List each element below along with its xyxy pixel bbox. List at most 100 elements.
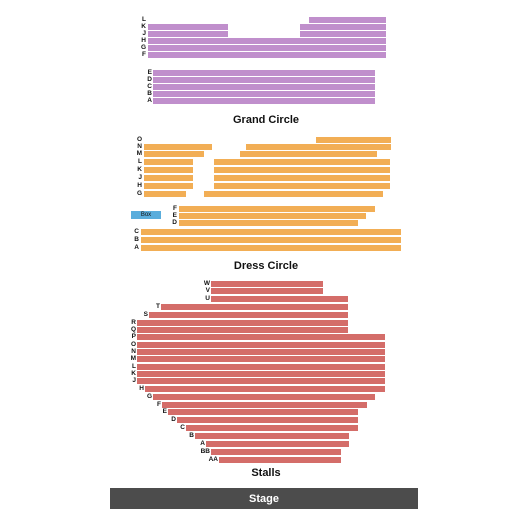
dress-circle-row-a[interactable]	[141, 245, 401, 251]
stalls-row-label-c: C	[180, 424, 185, 431]
dress-circle-row-o[interactable]	[316, 137, 391, 143]
dress-circle-row-n-seg-1[interactable]	[144, 144, 212, 150]
stalls-row-o[interactable]	[137, 342, 385, 348]
stalls-row-label-n: N	[131, 348, 136, 355]
dress-circle-row-k-seg-2[interactable]	[214, 167, 390, 173]
stalls-row-l[interactable]	[137, 364, 385, 370]
grand-circle-row-b[interactable]	[153, 91, 375, 97]
dress-circle-row-label-b: B	[134, 236, 139, 243]
grand-circle-row-label-d: D	[147, 76, 152, 83]
grand-circle-row-j-seg-1[interactable]	[148, 31, 228, 37]
dress-circle-row-label-k: K	[137, 166, 142, 173]
stalls-row-s[interactable]	[149, 312, 348, 318]
dress-circle-row-label-c: C	[134, 228, 139, 235]
stalls-row-label-bb: BB	[200, 448, 210, 455]
box-seat[interactable]: Box	[131, 211, 161, 219]
stalls-row-v[interactable]	[211, 288, 323, 294]
grand-circle-row-f[interactable]	[148, 52, 386, 58]
stalls-row-label-aa: AA	[208, 456, 218, 463]
dress-circle-row-label-n: N	[137, 143, 142, 150]
grand-circle-row-label-a: A	[147, 97, 152, 104]
dress-circle-row-e[interactable]	[179, 213, 366, 219]
grand-circle-row-a[interactable]	[153, 98, 375, 104]
stalls-row-j[interactable]	[137, 378, 385, 384]
dress-circle-row-label-e: E	[172, 212, 177, 219]
stalls-row-m[interactable]	[137, 356, 385, 362]
stalls-row-t[interactable]	[161, 304, 348, 310]
dress-circle-row-n-seg-2[interactable]	[246, 144, 391, 150]
grand-circle-row-e[interactable]	[153, 70, 375, 76]
stalls-row-aa[interactable]	[219, 457, 341, 463]
grand-circle-row-label-c: C	[147, 83, 152, 90]
stalls-row-label-l: L	[132, 363, 136, 370]
stalls-row-label-b: B	[189, 432, 194, 439]
stalls-row-label-t: T	[156, 303, 160, 310]
stage: Stage	[110, 488, 418, 509]
stalls-row-k[interactable]	[137, 371, 385, 377]
dress-circle-row-m-seg-1[interactable]	[144, 151, 204, 157]
stalls-row-h[interactable]	[145, 386, 385, 392]
stalls-row-label-d: D	[171, 416, 176, 423]
dress-circle-row-f[interactable]	[179, 206, 375, 212]
stalls-row-label-k: K	[131, 370, 136, 377]
stalls-row-a[interactable]	[206, 441, 349, 447]
stalls-row-label-a: A	[200, 440, 205, 447]
dress-circle-row-c[interactable]	[141, 229, 401, 235]
grand-circle-row-k-seg-2[interactable]	[300, 24, 386, 30]
stalls-row-label-r: R	[131, 319, 136, 326]
grand-circle-row-label-k: K	[141, 23, 146, 30]
dress-circle-row-b[interactable]	[141, 237, 401, 243]
grand-circle-row-d[interactable]	[153, 77, 375, 83]
stalls-row-f[interactable]	[162, 402, 367, 408]
grand-circle-row-k-seg-1[interactable]	[148, 24, 228, 30]
grand-circle-row-h[interactable]	[148, 38, 386, 44]
dress-circle-row-g-seg-2[interactable]	[204, 191, 383, 197]
grand-circle-row-label-h: H	[141, 37, 146, 44]
dress-circle-row-h-seg-2[interactable]	[214, 183, 390, 189]
grand-circle-row-label-f: F	[142, 51, 146, 58]
dress-circle-row-k-seg-1[interactable]	[144, 167, 193, 173]
dress-circle-row-label-l: L	[138, 158, 142, 165]
stalls-row-w[interactable]	[211, 281, 323, 287]
dress-circle-row-l-seg-2[interactable]	[214, 159, 390, 165]
grand-circle-row-j-seg-2[interactable]	[300, 31, 386, 37]
dress-circle-row-label-o: O	[136, 136, 142, 143]
dress-circle-row-m-seg-2[interactable]	[240, 151, 377, 157]
grand-circle-title: Grand Circle	[232, 114, 300, 126]
stalls-row-q[interactable]	[137, 327, 348, 333]
stalls-row-label-s: S	[143, 311, 148, 318]
stalls-row-p[interactable]	[137, 334, 385, 340]
grand-circle-row-label-b: B	[147, 90, 152, 97]
grand-circle-row-l[interactable]	[309, 17, 386, 23]
grand-circle-row-g[interactable]	[148, 45, 386, 51]
grand-circle-row-label-l: L	[142, 16, 146, 23]
grand-circle-row-c[interactable]	[153, 84, 375, 90]
stalls-row-n[interactable]	[137, 349, 385, 355]
stalls-row-u[interactable]	[211, 296, 348, 302]
stalls-row-d[interactable]	[177, 417, 358, 423]
stalls-row-c[interactable]	[186, 425, 358, 431]
stalls-row-label-w: W	[203, 280, 210, 287]
dress-circle-row-h-seg-1[interactable]	[144, 183, 193, 189]
dress-circle-row-j-seg-1[interactable]	[144, 175, 193, 181]
stalls-row-r[interactable]	[137, 320, 348, 326]
stalls-row-g[interactable]	[153, 394, 375, 400]
dress-circle-row-label-j: J	[138, 174, 142, 181]
stalls-row-b[interactable]	[195, 433, 349, 439]
dress-circle-row-j-seg-2[interactable]	[214, 175, 390, 181]
dress-circle-row-label-g: G	[136, 190, 142, 197]
dress-circle-row-d[interactable]	[179, 220, 358, 226]
dress-circle-row-g-seg-1[interactable]	[144, 191, 186, 197]
stalls-row-e[interactable]	[168, 409, 358, 415]
dress-circle-row-label-f: F	[173, 205, 177, 212]
grand-circle-row-label-e: E	[147, 69, 152, 76]
stalls-row-label-v: V	[205, 287, 210, 294]
stalls-row-label-u: U	[205, 295, 210, 302]
stalls-row-label-f: F	[157, 401, 161, 408]
dress-circle-row-l-seg-1[interactable]	[144, 159, 193, 165]
stalls-row-bb[interactable]	[211, 449, 341, 455]
dress-circle-row-label-d: D	[172, 219, 177, 226]
stalls-row-label-j: J	[132, 377, 136, 384]
stalls-row-label-q: Q	[130, 326, 136, 333]
